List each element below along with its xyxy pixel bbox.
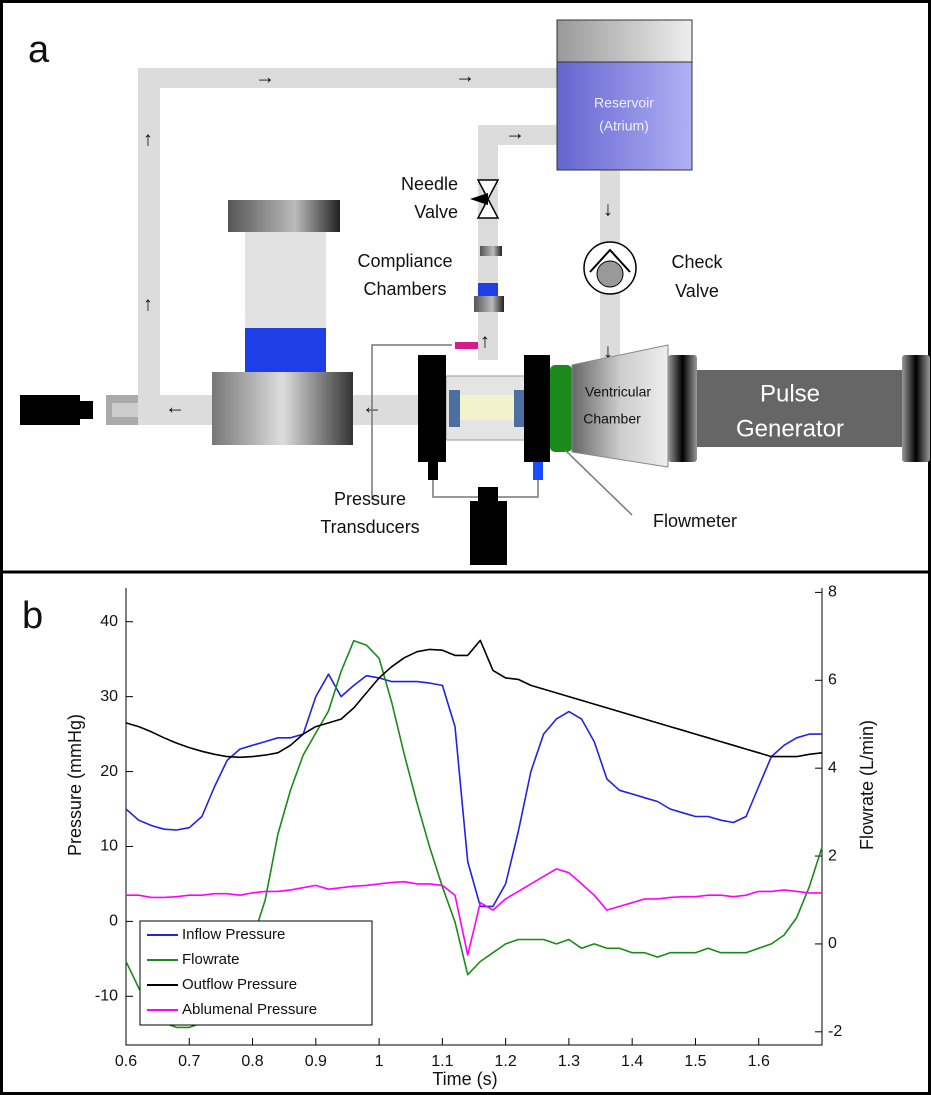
compliance-fluid [478, 283, 498, 296]
camera [478, 487, 498, 501]
y-tick-label: 40 [100, 613, 118, 630]
transducer [428, 462, 438, 480]
series-line [125, 639, 823, 759]
svg-text:→: → [255, 66, 275, 88]
series-line [126, 868, 822, 956]
pressure-transducers-label: Transducers [320, 517, 419, 537]
check-valve-label: Check [671, 252, 723, 272]
y-tick-label: 30 [100, 688, 118, 705]
gasket [449, 390, 460, 427]
gasket [514, 390, 525, 427]
x-tick-label: 1.5 [684, 1053, 706, 1070]
connector [112, 403, 138, 417]
pulse-generator-cap [902, 355, 930, 462]
transducer [533, 462, 543, 480]
check-valve-seat [589, 248, 631, 273]
legend-label: Inflow Pressure [182, 926, 285, 943]
y2-tick-label: 8 [828, 584, 837, 601]
pulse-generator-cap [668, 355, 697, 462]
compliance-cylinder-cap [228, 200, 340, 232]
y-tick-label: 0 [109, 913, 118, 930]
svg-text:←: ← [165, 396, 185, 418]
ventricular-label: Chamber [583, 411, 641, 427]
camera [20, 395, 80, 425]
diagram: a → →→ ↑↑↑ ← ← ↓↓ Reservoir (Atrium) Needl… [20, 19, 930, 565]
x-tick-label: 0.8 [241, 1053, 263, 1070]
legend-box [139, 920, 373, 1026]
legend-label: Ablumenal Pressure [182, 1001, 317, 1018]
svg-text:↑: ↑ [480, 330, 490, 352]
y2-tick-label: 6 [828, 671, 837, 688]
y-tick-label: -10 [95, 988, 118, 1005]
needle-valve-label: Valve [414, 202, 458, 222]
camera [470, 501, 507, 565]
x-tick-label: 1.4 [621, 1053, 643, 1070]
x-tick-label: 1.2 [495, 1053, 517, 1070]
x-tick-label: 1 [375, 1053, 384, 1070]
pressure-transducers-label: Pressure [334, 489, 406, 509]
needle [470, 193, 488, 205]
y-tick-label: 20 [100, 763, 118, 780]
x-tick-label: 1.6 [748, 1053, 770, 1070]
x-tick-label: 0.9 [305, 1053, 327, 1070]
y-tick-label: 10 [100, 838, 118, 855]
legend-label: Flowrate [182, 951, 240, 968]
chamber-block [418, 355, 446, 462]
flowmeter-label: Flowmeter [653, 511, 737, 531]
reservoir-label: (Atrium) [599, 118, 649, 134]
svg-text:↑: ↑ [143, 128, 153, 150]
svg-text:→: → [505, 122, 525, 144]
svg-text:↓: ↓ [603, 198, 613, 220]
vessel [460, 395, 514, 420]
reservoir [556, 61, 693, 171]
compliance-cylinder-fluid [245, 328, 326, 372]
x-tick-label: 1.1 [431, 1053, 453, 1070]
flowmeter [550, 365, 572, 452]
compliance-label: Compliance [357, 251, 452, 271]
y2-tick-label: 0 [828, 935, 837, 952]
y2-tick-label: 2 [828, 847, 837, 864]
x-axis-title: Time (s) [432, 1069, 497, 1089]
compliance-cap [474, 296, 504, 312]
y2-tick-label: -2 [828, 1023, 842, 1040]
legend: Inflow Pressure Flowrate Outflow Pressure A… [139, 920, 373, 1026]
x-tick-label: 0.6 [115, 1053, 137, 1070]
check-valve-label: Valve [675, 281, 719, 301]
series-line [125, 673, 822, 908]
ablumenal-transducer [455, 342, 478, 349]
y2-axis-title: Flowrate (L/min) [857, 720, 877, 850]
panel-label: b [22, 595, 43, 637]
compliance-cap [480, 246, 502, 256]
y2-tick-label: 4 [828, 759, 837, 776]
axes [125, 588, 823, 1046]
y-axis-title: Pressure (mmHg) [65, 714, 85, 856]
svg-text:↑: ↑ [143, 293, 153, 315]
ventricular-label: Ventricular [585, 384, 651, 400]
reservoir-label: Reservoir [594, 95, 654, 111]
needle-valve-label: Needle [401, 174, 458, 194]
svg-text:→: → [455, 65, 475, 87]
ventricular-chamber [571, 344, 669, 468]
x-tick-label: 1.3 [558, 1053, 580, 1070]
chart: b Time (s) Pressure (mmHg) Flowrate (L/m… [22, 584, 877, 1089]
pulse-generator-label: Pulse [760, 380, 820, 407]
pulse-generator [697, 370, 903, 447]
check-valve-ball [596, 260, 624, 288]
svg-text:↓: ↓ [603, 340, 613, 362]
panel-label: a [28, 29, 50, 71]
legend-label: Outflow Pressure [182, 976, 297, 993]
compliance-label: Chambers [363, 279, 446, 299]
chamber-block [524, 355, 550, 462]
pulse-generator-label: Generator [736, 415, 844, 442]
compliance-cylinder [245, 232, 326, 328]
reservoir-air [556, 19, 693, 63]
camera-lens [80, 401, 93, 419]
x-tick-label: 0.7 [178, 1053, 200, 1070]
compliance-base [212, 372, 353, 445]
